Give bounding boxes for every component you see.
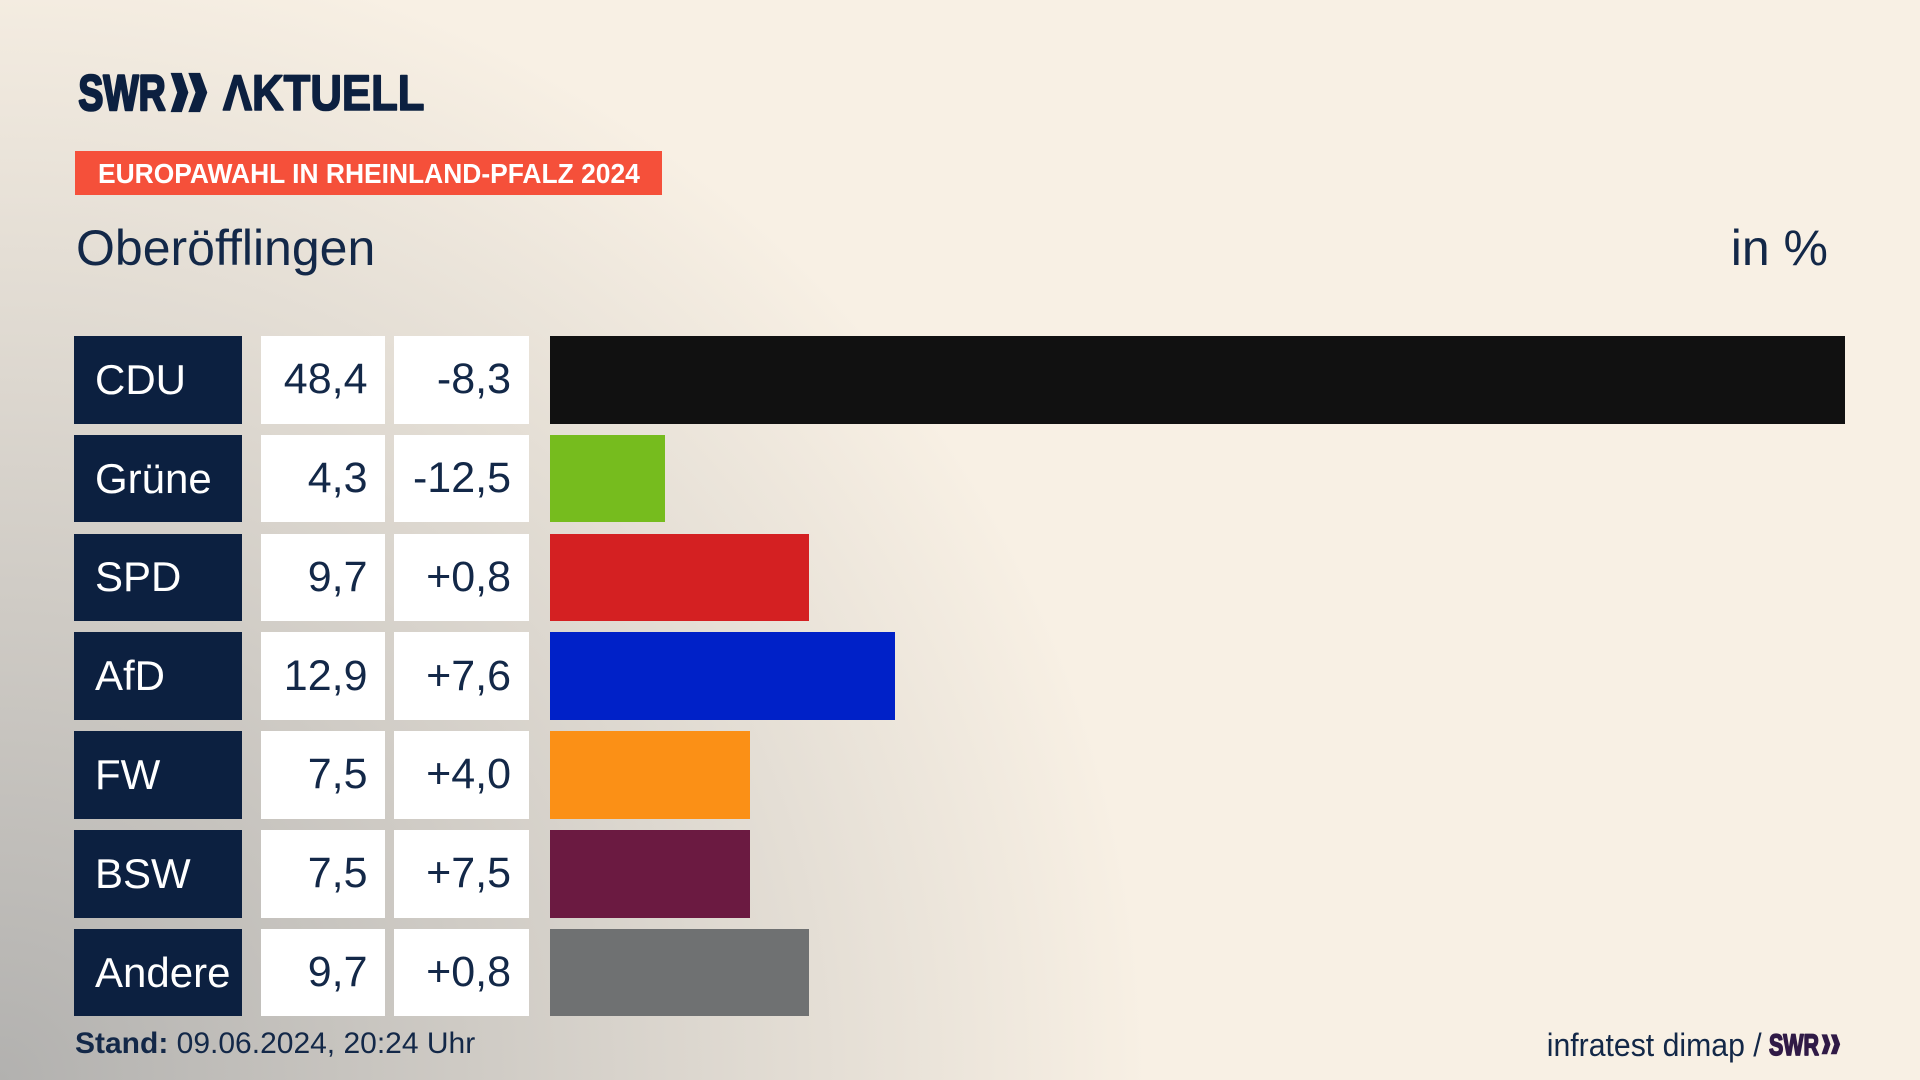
- svg-text:SWR: SWR: [1769, 1033, 1819, 1059]
- svg-text:ΛKTUELL: ΛKTUELL: [223, 65, 425, 121]
- svg-text:SWR: SWR: [78, 65, 165, 121]
